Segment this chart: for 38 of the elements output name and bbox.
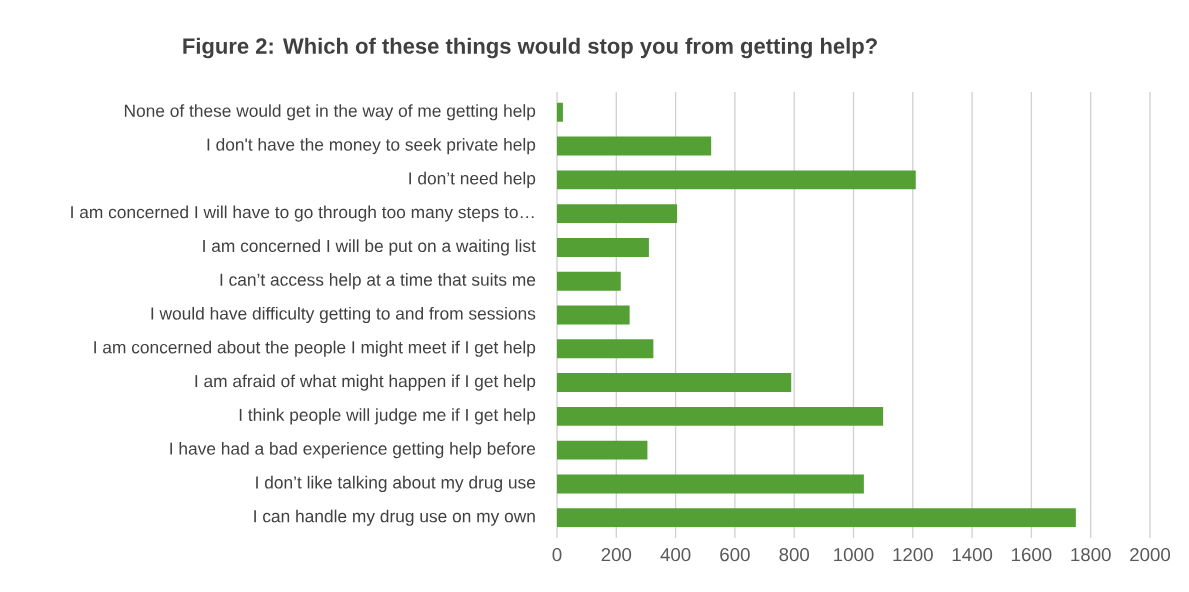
y-tick-label: I am afraid of what might happen if I get help	[195, 374, 536, 391]
x-tick-label: 1000	[834, 548, 874, 562]
y-tick-label: I have had a bad experience getting help before	[170, 442, 536, 459]
bar	[557, 237, 649, 257]
bar	[557, 305, 630, 325]
bar	[557, 204, 678, 224]
y-tick-label: I don’t need help	[409, 171, 536, 188]
y-tick-label: I don’t like talking about my drug use	[256, 475, 536, 492]
x-tick-label: 1600	[1012, 548, 1052, 562]
bar	[557, 440, 648, 460]
bar	[557, 406, 884, 426]
x-tick-label: 800	[779, 548, 810, 562]
bar	[557, 339, 654, 359]
bar	[557, 170, 916, 190]
y-tick-label: I am concerned I will be put on a waiting list	[203, 239, 536, 256]
bar	[557, 373, 792, 393]
y-tick-label: I am concerned about the people I might meet if I get help	[94, 340, 536, 357]
bar	[557, 271, 621, 291]
bar	[557, 136, 712, 156]
x-tick-label: 600	[720, 548, 750, 562]
bar	[557, 474, 864, 494]
x-tick-label: 1400	[952, 548, 993, 562]
y-tick-label: I think people will judge me if I get help	[239, 408, 536, 425]
bar	[557, 102, 563, 122]
x-tick-label: 1800	[1071, 548, 1111, 562]
x-tick-label: 0	[552, 548, 562, 562]
y-tick-label: I can handle my drug use on my own	[254, 509, 535, 526]
y-tick-label: I can’t access help at a time that suits me	[220, 273, 536, 290]
bar	[557, 508, 1076, 528]
y-tick-label: I am concerned I will have to go through too many steps to…	[71, 205, 534, 222]
y-tick-label: I would have difficulty getting to and from sessions	[151, 306, 536, 324]
x-tick-label: 400	[660, 548, 691, 562]
x-tick-label: 200	[601, 548, 632, 562]
chart-title: Figure 2: Which of these things would stop you from getting help?	[183, 37, 877, 59]
y-tick-label: None of these would get in the way of me getting help	[124, 104, 536, 121]
x-tick-label: 1200	[893, 548, 933, 562]
x-tick-label: 2000	[1130, 548, 1171, 562]
y-tick-label: I don't have the money to seek private help	[207, 137, 536, 155]
